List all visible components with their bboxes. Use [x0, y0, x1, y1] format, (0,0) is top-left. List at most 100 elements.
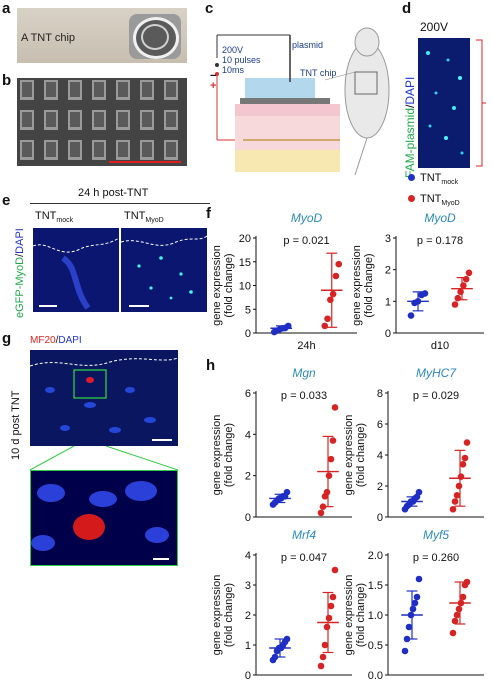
x-axis-label: d10	[431, 340, 449, 352]
data-point	[407, 312, 415, 319]
pulses-text: 10 pulses	[222, 55, 261, 65]
depth-bracket	[476, 39, 486, 167]
legend-mock-sub: mock	[441, 179, 459, 187]
data-point	[271, 653, 279, 661]
panel-label-d: d	[402, 0, 412, 17]
y-axis-label: (fold change)	[355, 583, 367, 647]
data-point	[329, 290, 337, 298]
data-point	[331, 404, 339, 411]
mf20-micrograph	[30, 350, 178, 446]
chart-title: MyoD	[424, 211, 456, 225]
tnt-chip-reservoir	[245, 78, 315, 100]
data-point	[451, 617, 459, 625]
y-tick-label: 15	[239, 257, 251, 269]
data-point	[327, 455, 335, 463]
panel-e-title: 24 h post-TNT	[78, 187, 149, 199]
y-tick-label: 0	[245, 328, 251, 340]
sem-micrograph	[17, 78, 187, 166]
data-point	[463, 578, 471, 586]
voltage-text: 200V	[222, 45, 244, 55]
data-point	[462, 275, 470, 283]
panel-g-side-label: 10 d post TNT	[10, 390, 22, 461]
y-tick-label: 2.0	[368, 550, 383, 562]
legend-item-mock: TNTmock	[408, 170, 460, 191]
data-point	[415, 575, 423, 583]
g-stain-separator: /	[55, 335, 59, 346]
data-point	[329, 593, 337, 601]
panel-label-h: h	[206, 357, 216, 374]
y-tick-label: 0.5	[368, 640, 383, 652]
y-tick-label: 1.5	[368, 580, 383, 592]
data-point	[327, 602, 335, 610]
mf20-zoom-micrograph	[30, 470, 178, 566]
y-axis-label: gene expression	[343, 575, 355, 656]
data-point	[465, 269, 473, 277]
skin-fat	[235, 150, 340, 172]
p-value: p = 0.021	[283, 235, 329, 247]
chip-inner-ring	[141, 24, 169, 50]
data-point	[457, 473, 465, 480]
data-point	[324, 315, 331, 323]
y-axis-label: (fold change)	[363, 253, 375, 317]
y-axis-label: gene expression	[211, 245, 223, 326]
data-point	[319, 503, 327, 510]
data-point	[283, 488, 291, 496]
chart-title: Mgn	[292, 366, 316, 380]
mock-texture	[33, 237, 119, 310]
data-point	[407, 611, 415, 619]
data-point	[323, 623, 331, 631]
data-point	[455, 482, 463, 490]
y-tick-label: 2	[385, 265, 391, 277]
data-point	[449, 505, 457, 513]
data-point	[321, 641, 329, 649]
data-point	[403, 635, 411, 643]
mouse-head	[354, 27, 380, 57]
y-axis-label: (fold change)	[223, 423, 235, 487]
p-value: p = 0.260	[413, 552, 459, 564]
tnt-chip-label: TNT chip	[300, 68, 337, 78]
mouse-tail	[354, 137, 368, 176]
zoom-line	[324, 71, 356, 81]
p-value: p = 0.178	[417, 235, 463, 247]
data-point	[451, 498, 459, 505]
chart-title: MyoD	[291, 211, 323, 225]
y-tick-label: 0	[377, 512, 383, 524]
legend-marker-mock	[408, 174, 415, 181]
y-tick-label: 3	[245, 580, 251, 592]
legend-mock-main: TNT	[420, 172, 442, 184]
data-point	[317, 662, 325, 670]
data-point	[453, 611, 461, 619]
data-point	[325, 472, 333, 479]
data-point	[449, 629, 457, 637]
y-tick-label: 6	[377, 419, 383, 431]
e-dapi-label: DAPI	[14, 228, 26, 254]
dapi-label: DAPI	[403, 76, 417, 105]
panel-label-b: b	[2, 72, 12, 89]
myod-texture	[121, 235, 207, 307]
y-tick-label: 1.0	[368, 610, 383, 622]
data-point	[321, 322, 329, 330]
p-value: p = 0.047	[281, 552, 327, 564]
y-tick-label: 4	[245, 429, 251, 441]
y-tick-label: 2	[377, 481, 383, 493]
data-point	[284, 322, 292, 330]
chart-myod-24h: MyoD p = 0.021 gene expression (fold change…	[211, 211, 357, 352]
data-point	[453, 492, 461, 499]
panel-label-a: a	[2, 0, 11, 17]
skin-dermis	[235, 116, 340, 150]
data-point	[409, 605, 417, 613]
legend-marker-myod	[408, 195, 415, 203]
data-point	[329, 437, 337, 444]
panel-e-rule	[30, 203, 210, 204]
skin-epidermis	[235, 104, 340, 116]
y-tick-label: 1	[385, 296, 391, 308]
panel-label-e: e	[2, 192, 11, 209]
panel-label-c: c	[205, 0, 214, 17]
data-point	[461, 454, 469, 462]
p-value: p = 0.033	[281, 390, 327, 402]
e-ylabel-separator: /	[14, 253, 26, 257]
zoom-connector	[30, 446, 178, 470]
fam-speckles	[426, 51, 464, 155]
pulse-params: 200V 10 pulses 10ms	[222, 45, 261, 75]
